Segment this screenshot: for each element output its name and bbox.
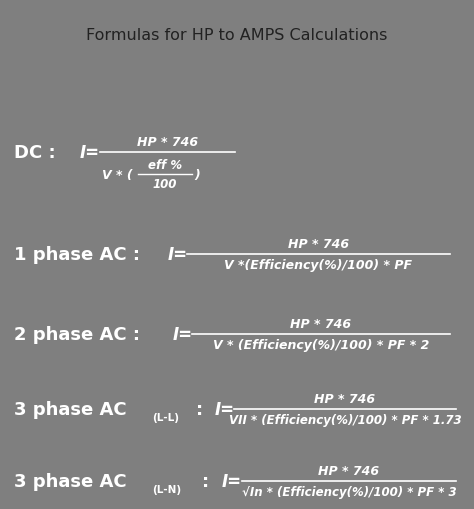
Text: I=: I= xyxy=(215,400,235,418)
Text: ): ) xyxy=(194,168,200,181)
Text: √In * (Efficiency(%)/100) * PF * 3: √In * (Efficiency(%)/100) * PF * 3 xyxy=(242,485,456,498)
Text: HP * 746: HP * 746 xyxy=(319,464,380,477)
Text: HP * 746: HP * 746 xyxy=(137,136,198,149)
Text: 3 phase AC: 3 phase AC xyxy=(14,400,127,418)
Text: :: : xyxy=(196,400,216,418)
Text: 1 phase AC :: 1 phase AC : xyxy=(14,245,140,264)
Text: HP * 746: HP * 746 xyxy=(314,392,375,405)
Text: (L-L): (L-L) xyxy=(152,412,179,422)
Text: (L-N): (L-N) xyxy=(152,484,181,494)
Text: 2 phase AC :: 2 phase AC : xyxy=(14,325,140,344)
Text: DC :: DC : xyxy=(14,144,68,162)
Text: V *(Efficiency(%)/100) * PF: V *(Efficiency(%)/100) * PF xyxy=(225,259,412,271)
Text: I=: I= xyxy=(80,144,100,162)
Text: HP * 746: HP * 746 xyxy=(288,238,349,250)
Text: 100: 100 xyxy=(153,178,177,191)
Text: V * (Efficiency(%)/100) * PF * 2: V * (Efficiency(%)/100) * PF * 2 xyxy=(213,338,429,351)
Text: Formulas for HP to AMPS Calculations: Formulas for HP to AMPS Calculations xyxy=(86,28,388,43)
Text: 3 phase AC: 3 phase AC xyxy=(14,472,127,490)
Text: HP * 746: HP * 746 xyxy=(291,318,352,330)
Text: VII * (Efficiency(%)/100) * PF * 1.73: VII * (Efficiency(%)/100) * PF * 1.73 xyxy=(228,413,461,426)
Text: I=: I= xyxy=(173,325,193,344)
Text: I=: I= xyxy=(168,245,188,264)
Text: :: : xyxy=(202,472,222,490)
Text: eff %: eff % xyxy=(148,159,182,172)
Text: I=: I= xyxy=(222,472,242,490)
Text: V * (: V * ( xyxy=(102,168,133,181)
